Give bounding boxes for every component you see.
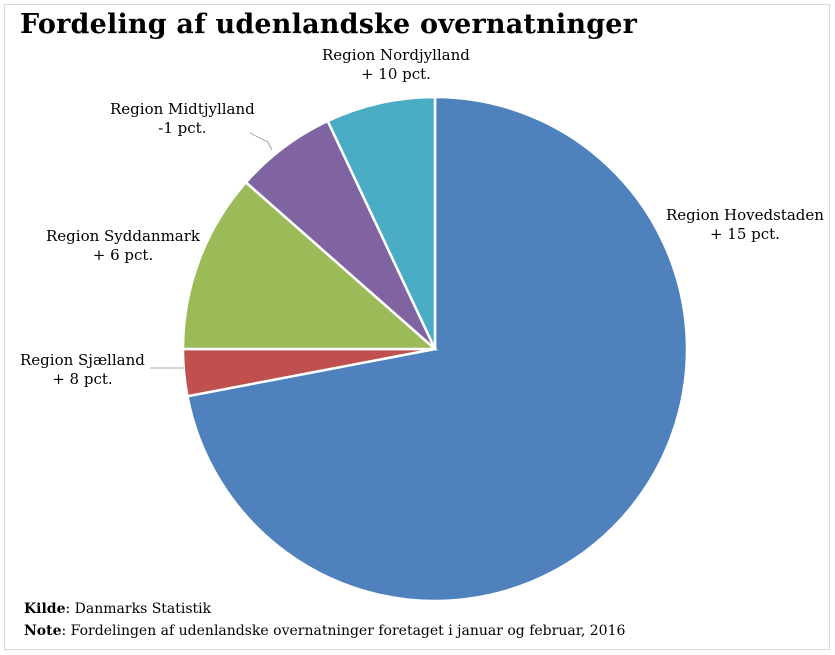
- note-text: : Fordelingen af udenlandske overnatning…: [61, 623, 626, 639]
- source-label: Kilde: [24, 601, 66, 617]
- label-midtjylland-change: -1 pct.: [158, 119, 207, 137]
- label-syddanmark: Region Syddanmark + 6 pct.: [46, 227, 200, 265]
- chart-title: Fordeling af udenlandske overnatninger: [20, 9, 638, 40]
- label-syddanmark-name: Region Syddanmark: [46, 227, 201, 245]
- label-hovedstaden: Region Hovedstaden + 15 pct.: [666, 206, 824, 244]
- source-line: Kilde: Danmarks Statistik: [24, 601, 211, 617]
- label-midtjylland: Region Midtjylland -1 pct.: [110, 100, 255, 138]
- pie-slice-hovedstaden: [185, 95, 689, 603]
- note-label: Note: [24, 623, 62, 639]
- source-text: : Danmarks Statistik: [65, 601, 212, 617]
- label-nordjylland-name: Region Nordjylland: [322, 46, 470, 64]
- label-sjaelland-name: Region Sjælland: [20, 351, 145, 369]
- note-line: Note: Fordelingen af udenlandske overnat…: [24, 623, 625, 639]
- label-sjaelland-change: + 8 pct.: [52, 370, 113, 388]
- label-midtjylland-name: Region Midtjylland: [110, 100, 255, 118]
- label-hovedstaden-change: + 15 pct.: [709, 225, 780, 243]
- pie-slice-nordjylland: [326, 95, 437, 350]
- label-hovedstaden-name: Region Hovedstaden: [666, 206, 824, 224]
- leader-line-midtjylland: [249, 132, 273, 151]
- pie-slice-syddanmark: [181, 180, 439, 351]
- label-nordjylland-change: + 10 pct.: [360, 65, 431, 83]
- label-sjaelland: Region Sjælland + 8 pct.: [20, 351, 145, 389]
- label-syddanmark-change: + 6 pct.: [92, 246, 154, 264]
- label-nordjylland: Region Nordjylland + 10 pct.: [322, 46, 470, 84]
